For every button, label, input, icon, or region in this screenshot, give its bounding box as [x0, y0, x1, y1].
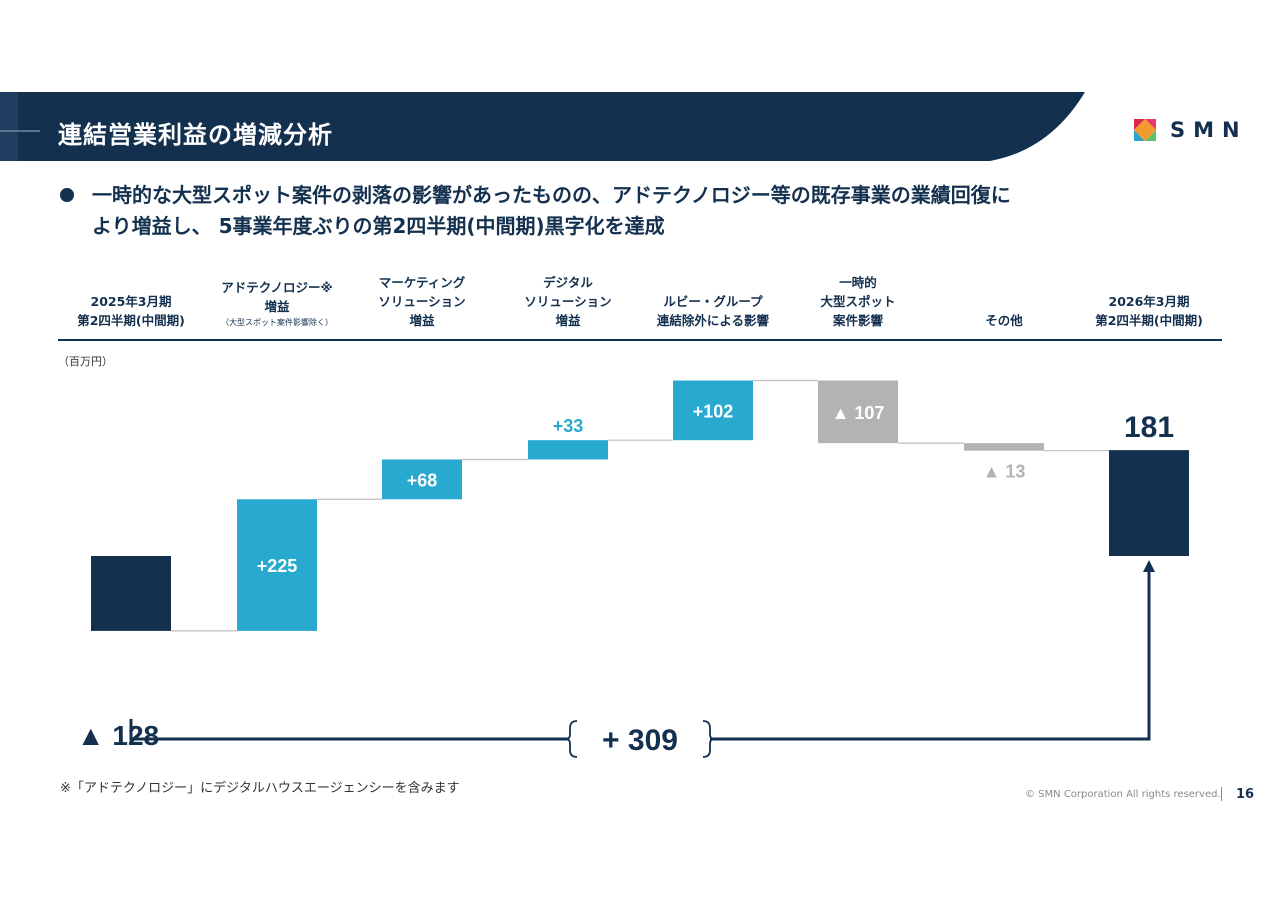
column-header-line: 案件影響 — [832, 313, 883, 328]
column-header-line: ルビー・グループ — [663, 294, 763, 309]
data-label: ▲ 107 — [832, 403, 885, 423]
column-header: 2026年3月期 第2四半期(中間期) — [1074, 292, 1224, 330]
total-change-line-left — [129, 718, 568, 741]
data-label: ▲ 13 — [983, 462, 1026, 482]
column-header-line: 第2四半期(中間期) — [1095, 313, 1203, 328]
bullet-dot-icon — [60, 188, 74, 202]
column-header-line: 増益 — [264, 298, 290, 314]
column-header-line: ソリューション — [378, 294, 466, 309]
summary-line-2: より増益し、 5事業年度ぶりの第2四半期(中間期)黒字化を達成 — [92, 214, 665, 238]
column-header-note: （大型スポット案件影響除く） — [221, 317, 333, 327]
data-label: +33 — [553, 416, 584, 436]
brace-right-icon — [702, 720, 715, 758]
footer-separator — [1221, 787, 1222, 801]
column-header-line: デジタル — [543, 275, 593, 290]
data-label: 181 — [1124, 411, 1174, 444]
column-header: アドテクノロジー※ 増益 （大型スポット案件影響除く） — [202, 278, 352, 330]
data-label: +102 — [693, 401, 734, 421]
column-header-line: マーケティング — [378, 275, 466, 290]
summary-text: 一時的な大型スポット案件の剥落の影響があったものの、アドテクノロジー等の既存事業… — [92, 180, 1222, 242]
column-header-line: ソリューション — [524, 294, 612, 309]
bar — [528, 440, 608, 460]
bar — [382, 459, 462, 500]
footnote: ※「アドテクノロジー」にデジタルハウスエージェンシーを含みます — [60, 781, 460, 796]
unit-label: （百万円） — [58, 355, 113, 368]
bar — [91, 556, 171, 631]
data-label: +225 — [257, 556, 298, 576]
arrow-head-icon — [1143, 560, 1155, 572]
brace-left-icon — [565, 720, 578, 758]
copyright: © SMN Corporation All rights reserved. — [1025, 789, 1221, 800]
summary-line-1: 一時的な大型スポット案件の剥落の影響があったものの、アドテクノロジー等の既存事業… — [92, 183, 1011, 207]
page-title: 連結営業利益の増減分析 — [58, 121, 333, 149]
smn-logo-icon — [1134, 119, 1156, 141]
column-header-line: 2026年3月期 — [1108, 294, 1190, 309]
column-header: マーケティング ソリューション 増益 — [347, 273, 497, 330]
total-change-label: + 309 — [602, 724, 678, 757]
column-header-line: 一時的 — [839, 275, 877, 290]
column-header: その他 — [929, 311, 1079, 330]
bar — [964, 443, 1044, 451]
bar — [673, 380, 753, 441]
bar — [237, 499, 317, 631]
page-number: 16 — [1236, 787, 1255, 802]
column-header: 2025年3月期 第2四半期(中間期) — [56, 292, 206, 330]
logo-text: SMN — [1170, 118, 1248, 142]
column-header: 一時的大型スポット 案件影響 — [783, 273, 933, 330]
column-header-line: アドテクノロジー※ — [221, 279, 333, 295]
column-header-line: その他 — [985, 313, 1023, 328]
column-header-line: 増益 — [409, 313, 435, 328]
data-label: ▲ 128 — [77, 720, 159, 751]
column-header-line: 第2四半期(中間期) — [77, 313, 185, 328]
column-header: ルビー・グループ 連結除外による影響 — [638, 292, 788, 330]
column-header-line: 大型スポット — [820, 294, 896, 309]
data-label: +68 — [407, 470, 438, 490]
column-header-line: 増益 — [555, 313, 581, 328]
column-header-line: 連結除外による影響 — [656, 313, 770, 328]
bar — [1109, 450, 1189, 556]
header-band — [0, 92, 1085, 161]
header-rule — [58, 339, 1222, 341]
bar — [818, 380, 898, 444]
total-change-line-right — [710, 566, 1151, 741]
column-header-line: 2025年3月期 — [90, 294, 172, 309]
column-header: デジタルソリューション 増益 — [493, 273, 643, 330]
